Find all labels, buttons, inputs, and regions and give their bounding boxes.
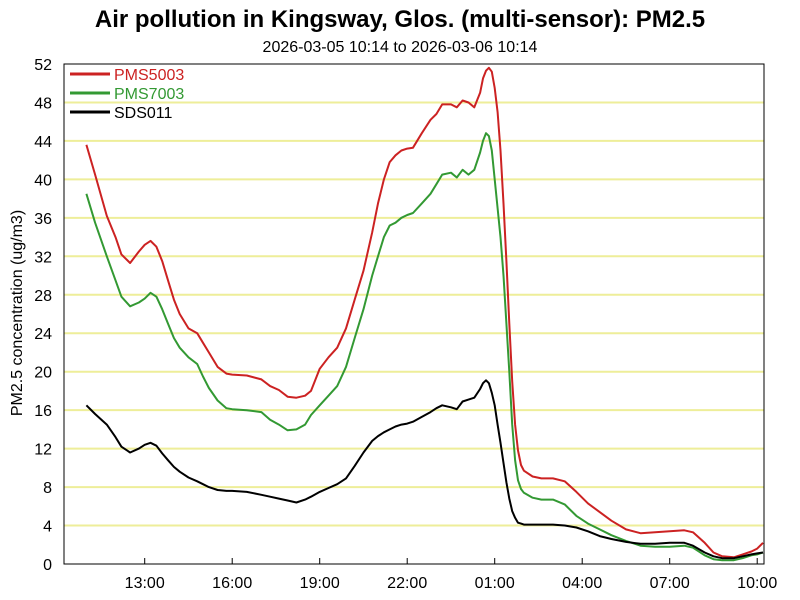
y-tick-label: 52 bbox=[34, 57, 52, 74]
x-tick-marks bbox=[144, 558, 758, 564]
legend-label: PMS7003 bbox=[114, 86, 184, 103]
y-tick-label: 12 bbox=[34, 442, 52, 459]
y-tick-label: 44 bbox=[34, 134, 52, 151]
y-tick-label: 8 bbox=[43, 480, 52, 497]
chart-subtitle: 2026-03-05 10:14 to 2026-03-06 10:14 bbox=[263, 39, 538, 56]
legend-label: PMS5003 bbox=[114, 67, 184, 84]
y-tick-label: 28 bbox=[34, 288, 52, 305]
x-tick-label: 01:00 bbox=[475, 575, 515, 592]
y-tick-label: 48 bbox=[34, 95, 52, 112]
chart-title: Air pollution in Kingsway, Glos. (multi-… bbox=[95, 6, 705, 33]
y-tick-label: 24 bbox=[34, 326, 52, 343]
y-tick-label: 32 bbox=[34, 249, 52, 266]
y-tick-label: 40 bbox=[34, 172, 52, 189]
x-tick-label: 10:00 bbox=[737, 575, 777, 592]
x-tick-label: 07:00 bbox=[650, 575, 690, 592]
grid-lines bbox=[64, 101, 764, 527]
x-tick-labels: 13:00 16:00 19:00 22:00 01:00 04:00 07:00 10:00 bbox=[125, 575, 778, 592]
y-tick-label: 0 bbox=[43, 557, 52, 574]
legend-label: SDS011 bbox=[114, 105, 173, 122]
x-tick-label: 04:00 bbox=[562, 575, 602, 592]
y-tick-label: 16 bbox=[34, 403, 52, 420]
legend: PMS5003 PMS7003 SDS011 bbox=[70, 67, 184, 122]
series-line-sds011 bbox=[85, 379, 764, 560]
x-tick-label: 22:00 bbox=[387, 575, 427, 592]
series-line-pms5003 bbox=[85, 66, 764, 559]
y-axis-label: PM2.5 concentration (ug/m3) bbox=[9, 210, 26, 416]
y-tick-label: 4 bbox=[43, 519, 52, 536]
x-tick-label: 16:00 bbox=[212, 575, 252, 592]
y-tick-label: 20 bbox=[34, 365, 52, 382]
plot-frame bbox=[63, 63, 765, 565]
series-line-pms7003 bbox=[85, 132, 764, 562]
x-tick-label: 13:00 bbox=[125, 575, 165, 592]
series-group bbox=[85, 66, 764, 562]
x-tick-label: 19:00 bbox=[300, 575, 340, 592]
y-tick-label: 36 bbox=[34, 211, 52, 228]
